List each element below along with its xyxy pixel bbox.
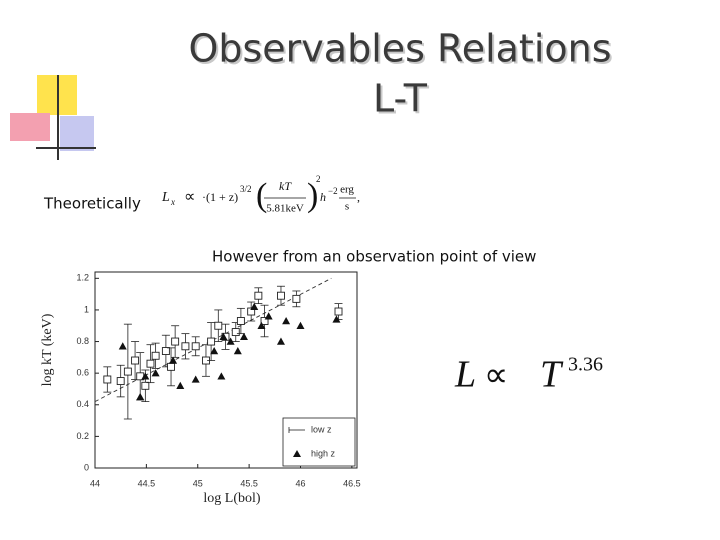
- formula-part: ·(1 + z): [202, 190, 238, 204]
- formula-part: erg: [340, 184, 354, 196]
- x-tick-label: 44: [90, 478, 100, 488]
- point: [131, 356, 140, 365]
- title-shadow: L-T: [375, 79, 430, 123]
- legend-symbol: [293, 450, 301, 457]
- point: [167, 362, 175, 371]
- point: [207, 337, 216, 346]
- relation-part: L: [454, 354, 476, 396]
- point: [191, 375, 200, 383]
- legend-box: [282, 417, 356, 467]
- formula-part: kT: [279, 179, 292, 193]
- relation-part: 3.36: [568, 354, 603, 376]
- point: [231, 328, 240, 337]
- point: [141, 372, 150, 380]
- point: [116, 377, 125, 386]
- formula-part: ∝: [184, 189, 195, 206]
- y-tick-label: 0.8: [76, 336, 89, 346]
- point: [214, 321, 223, 330]
- point: [217, 372, 226, 380]
- point: [181, 342, 190, 351]
- x-tick-label: 46: [295, 478, 305, 488]
- point: [260, 317, 269, 325]
- plot-frame: [94, 271, 358, 469]
- y-tick-label: 1: [84, 304, 89, 314]
- formula-part: ,: [357, 190, 360, 204]
- x-tick-label: 45: [193, 478, 203, 488]
- y-tick-label: 0: [84, 462, 89, 472]
- point: [292, 294, 301, 303]
- point: [219, 332, 228, 341]
- title: Observables Relations: [188, 27, 611, 71]
- point: [236, 317, 245, 325]
- label-theoretically: Theoretically: [43, 195, 141, 213]
- title-shadow: Observables Relations: [190, 29, 613, 73]
- point: [277, 291, 285, 300]
- point: [257, 321, 266, 329]
- y-axis-label: log kT (keV): [40, 313, 55, 386]
- point: [332, 315, 341, 323]
- deco-square: [60, 116, 94, 151]
- legend-label: high z: [311, 448, 336, 458]
- y-tick-label: 0.6: [76, 368, 89, 378]
- point: [118, 342, 127, 350]
- formula-part: 2: [316, 174, 321, 184]
- legend-label: low z: [311, 424, 332, 434]
- point: [226, 337, 235, 345]
- formula-part: x: [170, 197, 175, 207]
- point: [151, 369, 160, 377]
- point: [239, 332, 248, 341]
- relation-part: ∝: [484, 357, 508, 394]
- point: [123, 367, 132, 376]
- x-tick-label: 44.5: [138, 478, 156, 488]
- x-tick-label: 46.5: [343, 478, 361, 488]
- title: L-T: [373, 77, 428, 121]
- point: [334, 307, 343, 316]
- point: [176, 381, 185, 390]
- relation-part: T: [540, 354, 564, 396]
- deco-square: [10, 113, 50, 141]
- point: [171, 337, 180, 346]
- formula: L x ∝ ·(1 + z) 3/2 ( kT 5.81keV ) 2 h −2…: [161, 174, 360, 214]
- point: [169, 356, 178, 364]
- point: [233, 347, 242, 355]
- y-tick-label: 1.2: [76, 273, 89, 283]
- paren: (: [256, 177, 267, 214]
- point: [250, 302, 259, 310]
- point: [136, 392, 145, 401]
- point: [146, 359, 155, 368]
- paren: ): [307, 177, 318, 214]
- point: [191, 342, 200, 351]
- point: [210, 347, 219, 355]
- point: [254, 291, 263, 300]
- formula-part: s: [345, 201, 349, 213]
- point: [141, 381, 150, 390]
- point: [282, 317, 291, 325]
- point: [103, 375, 112, 384]
- formula-part: 5.81keV: [266, 203, 304, 215]
- point: [161, 347, 170, 355]
- formula-part: 3/2: [240, 184, 252, 194]
- formula-part: h: [320, 190, 326, 204]
- formula-part: L: [161, 190, 170, 205]
- point: [296, 321, 305, 329]
- formula-part: −2: [328, 186, 338, 196]
- point: [247, 307, 256, 316]
- label-observation: However from an observation point of vie…: [212, 248, 536, 266]
- y-tick-label: 0.2: [76, 431, 89, 441]
- point: [276, 337, 285, 345]
- y-tick-label: 0.4: [76, 399, 89, 409]
- x-axis-label: log L(bol): [203, 491, 260, 506]
- x-tick-label: 45.5: [240, 478, 258, 488]
- point: [151, 351, 160, 360]
- point: [264, 312, 273, 320]
